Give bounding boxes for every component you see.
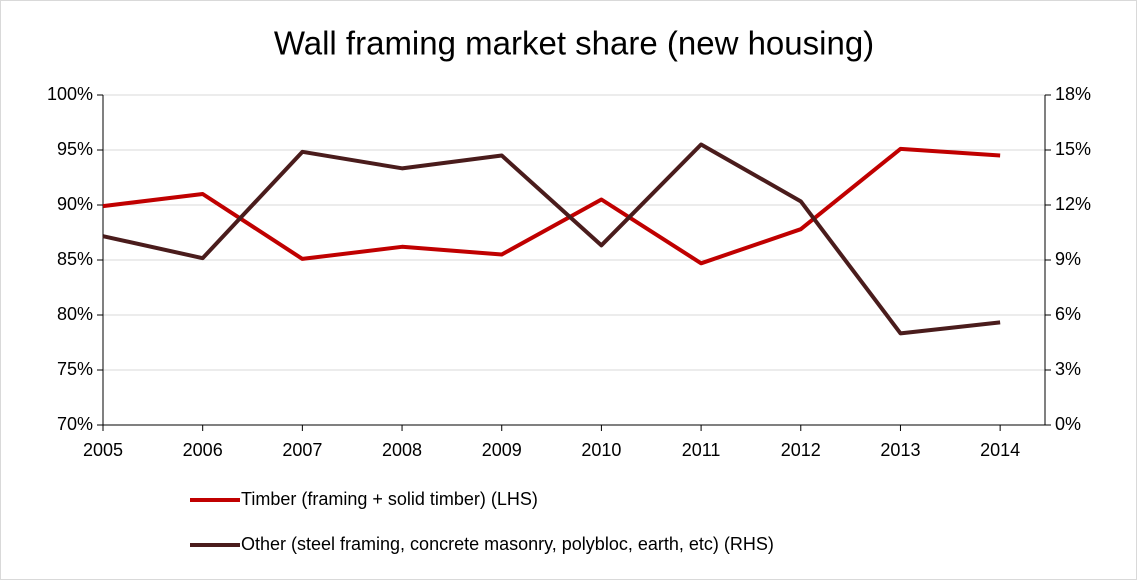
y-tick-label: 80%	[57, 304, 93, 324]
x-tick-label: 2005	[83, 440, 123, 460]
x-tick-label: 2013	[880, 440, 920, 460]
y2-tick-label: 6%	[1055, 304, 1081, 324]
y2-tick-label: 18%	[1055, 84, 1091, 104]
x-tick-label: 2012	[781, 440, 821, 460]
chart-title: Wall framing market share (new housing)	[274, 25, 874, 62]
legend-label: Other (steel framing, concrete masonry, …	[241, 534, 774, 554]
y-tick-label: 90%	[57, 194, 93, 214]
y2-tick-label: 0%	[1055, 414, 1081, 434]
y2-tick-label: 3%	[1055, 359, 1081, 379]
y2-tick-label: 9%	[1055, 249, 1081, 269]
y-tick-label: 100%	[47, 84, 93, 104]
x-tick-label: 2011	[682, 440, 721, 460]
x-tick-label: 2010	[581, 440, 621, 460]
series-line	[102, 142, 1001, 336]
y-tick-label: 70%	[57, 414, 93, 434]
x-tick-label: 2007	[282, 440, 322, 460]
y-tick-label: 95%	[57, 139, 93, 159]
x-tick-label: 2006	[183, 440, 223, 460]
y2-tick-label: 15%	[1055, 139, 1091, 159]
legend-label: Timber (framing + solid timber) (LHS)	[241, 489, 538, 509]
series-line	[102, 146, 1001, 266]
y-tick-label: 85%	[57, 249, 93, 269]
y-tick-label: 75%	[57, 359, 93, 379]
x-tick-label: 2008	[382, 440, 422, 460]
x-tick-label: 2014	[980, 440, 1020, 460]
y2-tick-label: 12%	[1055, 194, 1091, 214]
x-tick-label: 2009	[482, 440, 522, 460]
